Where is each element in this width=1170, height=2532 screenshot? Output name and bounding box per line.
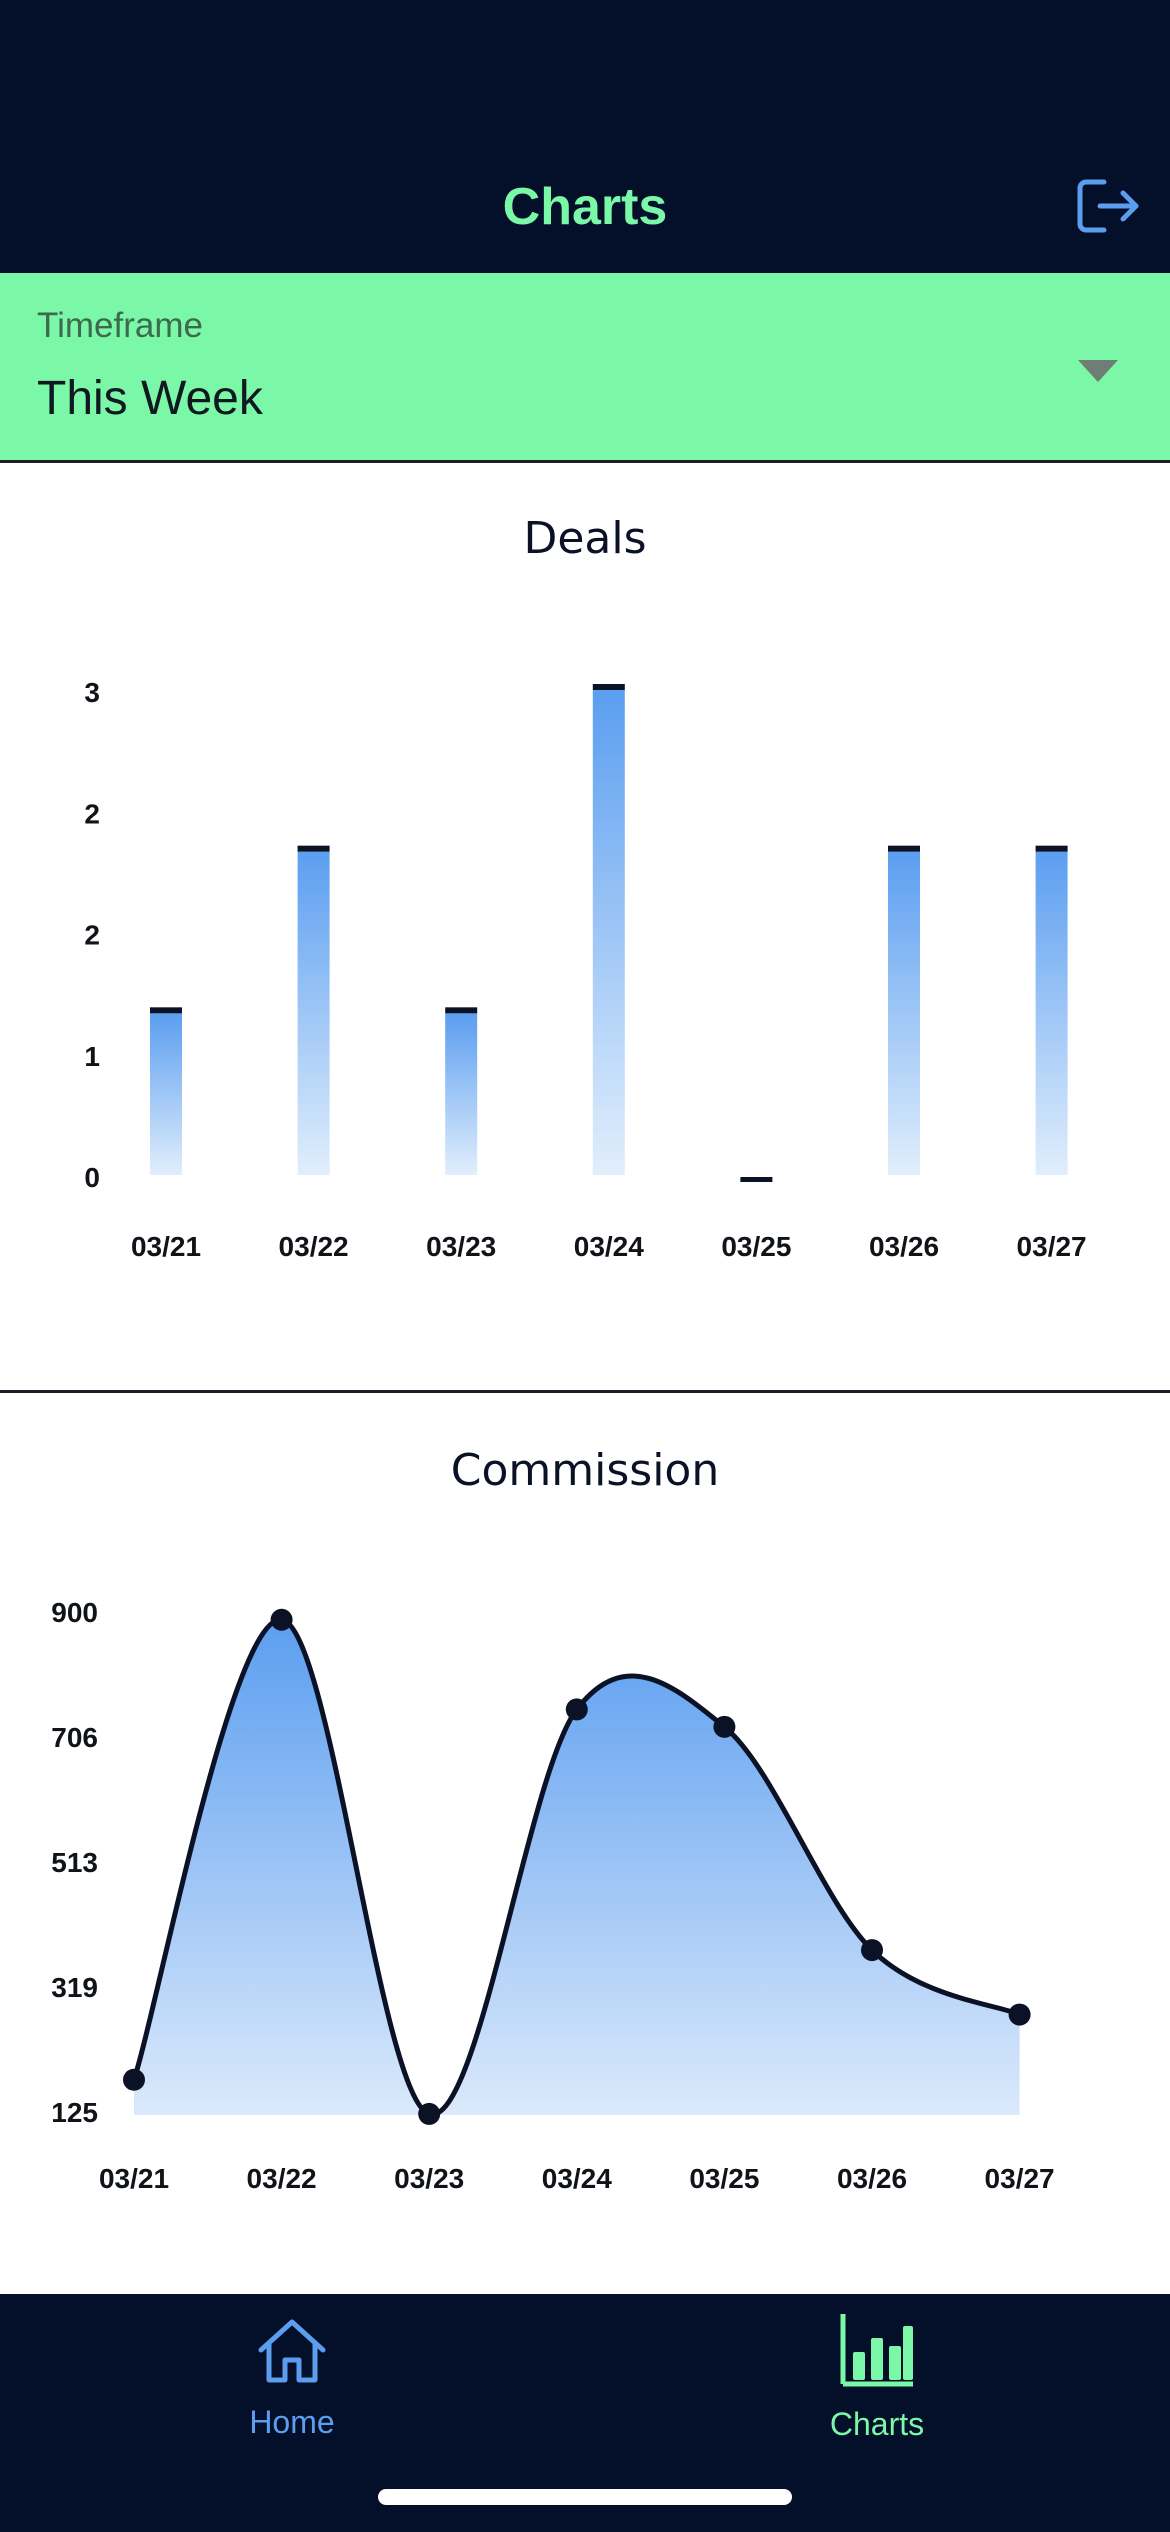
commission-chart-title: Commission xyxy=(450,1445,720,1496)
deals-bar xyxy=(740,1177,773,1182)
deals-bar-cap xyxy=(297,845,330,852)
commission-point xyxy=(565,1698,588,1721)
page-title: Charts xyxy=(502,178,668,236)
deals-bar xyxy=(150,1013,182,1175)
commission-x-tick: 03/21 xyxy=(99,2163,169,2194)
commission-y-tick: 513 xyxy=(51,1847,98,1878)
deals-x-tick: 03/21 xyxy=(131,1231,201,1262)
deals-y-tick: 1 xyxy=(84,1041,100,1072)
commission-y-tick: 900 xyxy=(51,1597,98,1628)
commission-x-tick: 03/23 xyxy=(394,2163,464,2194)
deals-y-tick: 2 xyxy=(84,798,100,829)
timeframe-value[interactable]: This Week xyxy=(37,372,263,425)
deals-x-tick: 03/24 xyxy=(574,1231,644,1262)
deals-x-tick: 03/22 xyxy=(279,1231,349,1262)
commission-x-tick: 03/26 xyxy=(837,2163,907,2194)
commission-line xyxy=(131,1617,1021,2117)
commission-x-tick: 03/22 xyxy=(247,2163,317,2194)
chart-divider xyxy=(0,1390,1170,1393)
commission-point xyxy=(123,2068,145,2091)
commission-point xyxy=(713,1715,736,1738)
commission-area xyxy=(134,1619,1020,2115)
commission-x-tick: 03/27 xyxy=(985,2163,1055,2194)
commission-y-tick: 706 xyxy=(51,1722,98,1753)
deals-bar-cap xyxy=(1035,845,1068,852)
bar-chart-icon xyxy=(840,2314,913,2387)
deals-y-tick: 3 xyxy=(84,677,100,708)
deals-y-tick: 2 xyxy=(84,920,100,951)
commission-x-tick: 03/24 xyxy=(542,2163,612,2194)
commission-point xyxy=(270,1608,293,1631)
deals-bar-cap xyxy=(592,684,625,690)
deals-x-tick: 03/27 xyxy=(1017,1231,1087,1262)
deals-bar xyxy=(445,1013,478,1175)
deals-bar-cap xyxy=(888,845,920,852)
deals-chart-title: Deals xyxy=(523,513,647,564)
logout-icon xyxy=(1077,179,1139,233)
deals-bar-cap xyxy=(150,1007,182,1014)
tab-home-label: Home xyxy=(249,2404,335,2440)
chevron-down-icon[interactable] xyxy=(1078,360,1118,382)
timeframe-label: Timeframe xyxy=(37,306,203,345)
deals-x-tick: 03/25 xyxy=(721,1231,791,1262)
deals-bar xyxy=(888,851,920,1175)
commission-point xyxy=(861,1939,883,1962)
commission-chart: 125 319 513 706 900 03/21 03/22 03/23 03/24 03/25… xyxy=(51,1597,1055,2194)
top-bar xyxy=(0,0,1170,273)
logout-button[interactable] xyxy=(1076,176,1142,236)
commission-point xyxy=(418,2102,441,2125)
commission-point xyxy=(1008,2003,1031,2026)
commission-y-tick: 125 xyxy=(51,2097,98,2128)
deals-bar-cap xyxy=(445,1007,478,1014)
tab-charts[interactable]: Charts xyxy=(777,2310,977,2450)
deals-y-tick: 0 xyxy=(84,1162,100,1193)
home-indicator xyxy=(378,2489,792,2505)
tab-charts-label: Charts xyxy=(829,2406,925,2442)
commission-y-tick: 319 xyxy=(51,1972,98,2003)
deals-chart: 0 1 2 2 3 03/21 03/22 03/23 03/24 03/25 03/26 03/27 xyxy=(84,677,1087,1262)
tab-home[interactable]: Home xyxy=(192,2310,392,2450)
deals-bar xyxy=(297,851,330,1175)
commission-x-tick: 03/25 xyxy=(689,2163,759,2194)
deals-bar xyxy=(1035,851,1068,1175)
deals-x-tick: 03/26 xyxy=(869,1231,939,1262)
timeframe-select[interactable] xyxy=(0,273,1170,463)
deals-bar xyxy=(592,690,625,1175)
deals-x-tick: 03/23 xyxy=(426,1231,496,1262)
home-icon xyxy=(258,2319,326,2383)
